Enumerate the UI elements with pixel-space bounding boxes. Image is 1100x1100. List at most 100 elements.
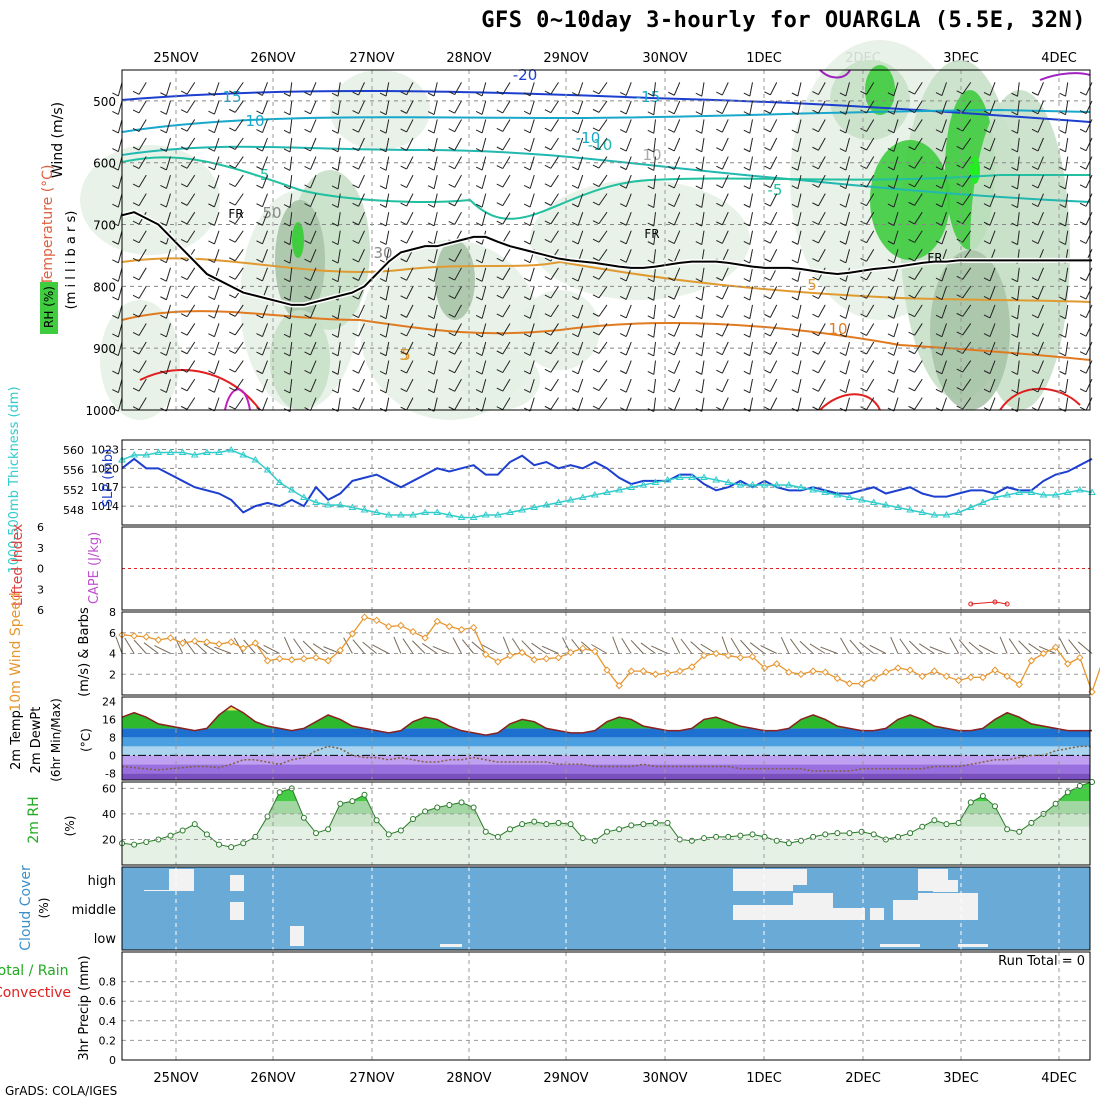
wind-barb-flag [208,221,215,226]
wind-barb [598,360,608,373]
wind-barb [797,378,802,393]
rh2m-point [713,833,720,840]
wind-barb [481,360,487,375]
wind-barb [598,156,608,169]
wind-barb-flag [304,240,311,245]
wind-barb-flag [523,166,531,171]
wind-barb-flag [935,184,943,189]
wind-barb-flag [839,166,847,171]
wind-barb [213,193,220,208]
wind-barb [818,397,826,411]
wind-barb [1085,100,1093,114]
wind-barb [213,174,220,189]
wind-barb [673,174,681,189]
wind10-speed-point [251,639,260,647]
wind10-barb [949,637,960,654]
wind-barb [117,119,123,134]
wind-barb [818,286,826,299]
rh2m-point [228,844,235,851]
wind-barb-flag [256,240,263,245]
wind-barb [385,119,390,134]
wind-barb-flag [427,92,435,97]
wind-barb-flag [132,332,140,336]
wind-barb [1085,193,1093,207]
wind-barb-flag [544,164,552,169]
date-label-top: 1DEC [746,51,782,66]
date-label-top: 27NOV [349,51,394,66]
wind-barb [866,156,875,169]
wind-barb [845,100,850,115]
wind-barb [962,82,972,95]
wind10-speed-point [954,676,963,685]
wind-barb-flag [668,184,675,189]
wind-barb-flag [132,202,140,207]
cloud-block [893,900,918,920]
wind-barb-flag [496,220,504,225]
wind-barb-flag [400,369,407,374]
wind-barb [797,323,802,338]
wind-barb-flag [908,239,915,243]
rh2m-point [628,822,635,829]
wind-barb [385,100,390,115]
wind10-barb [740,639,753,654]
wind-barb [721,378,729,392]
wind-barb [1017,175,1020,190]
wind-barb [289,119,293,134]
rh-shading-area [530,180,750,300]
wind-barb-flag [379,333,387,338]
wind-barb [117,397,123,412]
wind-barb [721,360,729,374]
wind-barb-flag [523,333,531,338]
wind-barb [213,378,220,393]
wind-barb [550,193,559,206]
wind-barb [625,304,632,319]
wind-barb-flag [283,389,291,394]
rh2m-point [616,826,623,833]
wind-barb [433,397,438,412]
wind-barb [406,267,414,281]
wind-barb [117,267,123,282]
wind-barb-flag [956,238,963,243]
wind-barb [653,249,656,264]
wind-barb-flag [860,369,867,373]
wind-barb [454,397,462,411]
wind10-speed-point [263,657,272,665]
wind-barb [941,137,947,152]
wind-barb-flag [132,350,140,355]
wind-barb-flag [647,259,655,264]
wind-barb [941,230,947,245]
lifted_cape-frame [121,526,1091,611]
wind-barb-flag [180,294,188,299]
wind-barb [138,137,147,151]
wind-barb [454,249,462,262]
rh-shading-area [330,70,430,150]
wind-barb-flag [743,296,751,301]
wind-barb [385,212,390,227]
wind-barb-flag [592,331,600,336]
wind-barb-flag [160,240,167,245]
wind-barb-flag [523,147,531,152]
wind-barb-flag [1079,91,1087,96]
wind-barb-flag [668,277,675,282]
wind-barb [529,137,535,152]
wind-barb [673,378,681,393]
wind-barb [262,249,268,263]
wind-barb [337,193,341,208]
wind-barb [289,137,293,152]
wind-barb-flag [523,203,531,208]
wind10-speed-point [906,666,914,674]
wind10-speed-point [845,679,854,688]
wind-barb-flag [935,92,943,97]
wind-barb-flag [1031,351,1039,356]
wind-barb [550,341,559,355]
date-label-bottom: 1DEC [746,1071,782,1086]
date-label-bottom: 4DEC [1041,1071,1077,1086]
wind-barb-flag [283,148,291,153]
wind-barb-flag [304,388,311,393]
wind-barb-flag [1011,185,1018,190]
wind-barb [289,286,293,301]
wind-barb [845,378,850,393]
rh2m-unit-label: (%) [63,816,77,837]
wind-barb-flag [496,183,504,188]
